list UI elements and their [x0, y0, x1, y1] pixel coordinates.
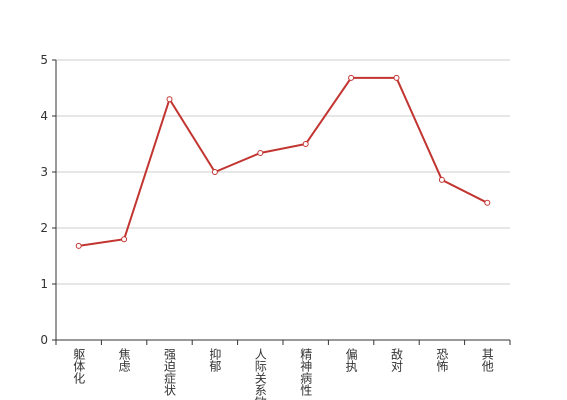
x-tick-label: 偏执	[344, 347, 358, 373]
x-tick-label: 焦虑	[117, 348, 131, 372]
x-tick-label: 敌对	[390, 347, 404, 372]
x-tick-label: 恐怖	[435, 348, 449, 372]
y-tick-label: 5	[40, 53, 48, 67]
point	[438, 176, 445, 183]
y-tick-label: 3	[40, 165, 48, 179]
y-tick-label: 1	[40, 277, 48, 291]
point	[484, 199, 491, 206]
x-tick-label: 强迫症状	[163, 348, 177, 396]
x-tick-label: 人际关系敏感	[253, 348, 267, 400]
line	[78, 76, 488, 247]
x-tick-label: 躯体化	[72, 347, 86, 385]
x-tick-label: 精神病性	[299, 348, 313, 397]
y-tick-label: 2	[40, 221, 48, 235]
point	[166, 96, 173, 103]
point	[211, 169, 218, 175]
y-tick-label: 0	[40, 333, 48, 347]
point	[348, 74, 355, 81]
point	[75, 242, 82, 249]
x-tick-label: 其他	[480, 348, 494, 372]
y-tick-label: 4	[40, 109, 48, 123]
point	[121, 236, 128, 243]
point	[393, 74, 400, 81]
point	[257, 149, 264, 156]
x-tick-label: 抑郁	[208, 347, 222, 373]
point	[302, 141, 309, 147]
